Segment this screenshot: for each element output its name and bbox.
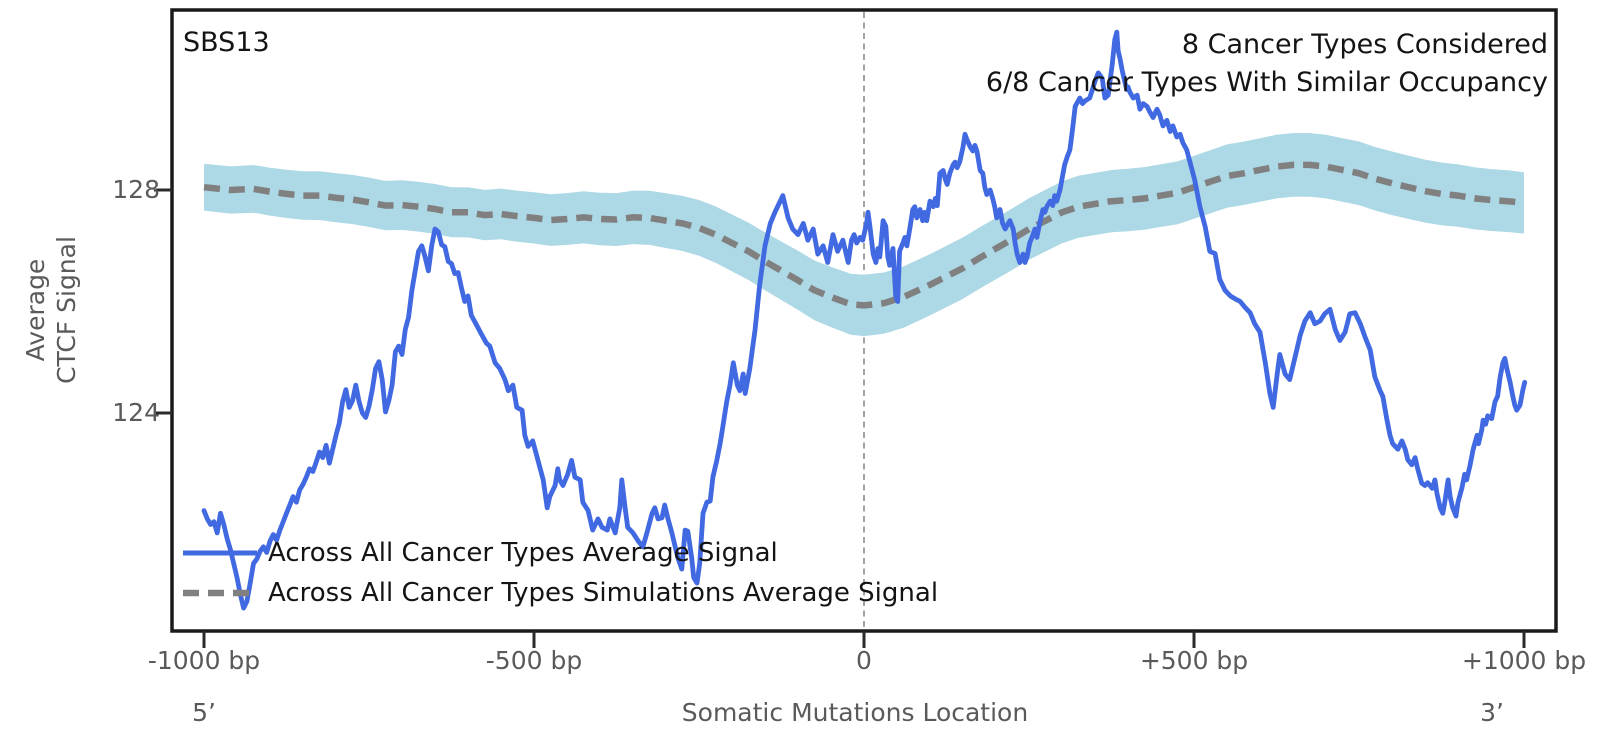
x-tick-label: -500 bp	[485, 646, 583, 675]
legend-label-simulations-signal: Across All Cancer Types Simulations Aver…	[268, 578, 939, 608]
plot-title: SBS13	[183, 27, 270, 58]
axis-tick-marks	[154, 188, 1526, 648]
legend-label-real-signal: Across All Cancer Types Average Signal	[268, 538, 778, 568]
simulations-average-line	[203, 161, 1525, 309]
annotation-cancer-types-considered: 8 Cancer Types Considered	[1181, 29, 1548, 60]
y-axis-label: Average CTCF Signal	[20, 60, 84, 560]
x-axis-label: Somatic Mutations Location	[681, 698, 1029, 727]
x-tick-label: +1000 bp	[1461, 646, 1587, 675]
y-tick-label: 124	[112, 398, 160, 427]
x-tick-label: -1000 bp	[147, 646, 261, 675]
y-axis-label-line1: Average	[21, 258, 50, 362]
three-prime-label: 3’	[1480, 698, 1504, 727]
plot-data-layer	[201, 12, 1528, 629]
y-tick-label: 128	[112, 175, 160, 204]
annotation-similar-occupancy: 6/8 Cancer Types With Similar Occupancy	[985, 67, 1548, 98]
annotation-block: 8 Cancer Types Considered 6/8 Cancer Typ…	[986, 26, 1548, 102]
x-tick-label: +500 bp	[1139, 646, 1249, 675]
y-axis-label-line2: CTCF Signal	[52, 236, 81, 384]
real-average-line	[201, 29, 1528, 611]
x-tick-label: 0	[856, 646, 872, 675]
five-prime-label: 5’	[192, 698, 216, 727]
